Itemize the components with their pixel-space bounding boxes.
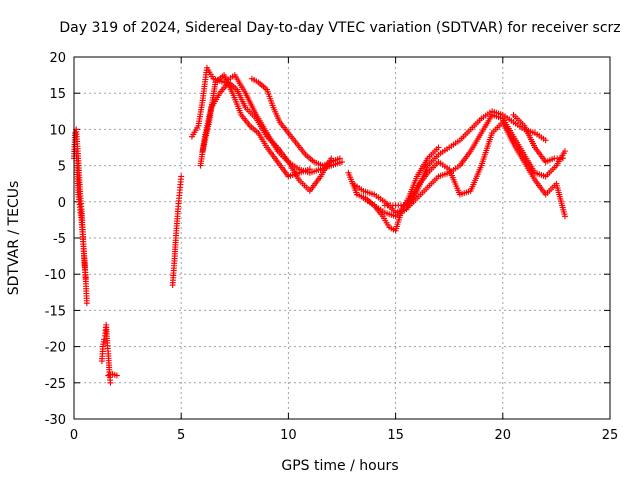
series-track-3 xyxy=(199,72,313,180)
x-tick-labels: 0 5 10 15 20 25 xyxy=(70,428,618,443)
data-points xyxy=(71,64,568,386)
series-track-6 xyxy=(349,108,549,216)
series-track-7 xyxy=(360,111,568,220)
y-tick-label: -10 xyxy=(45,268,66,283)
y-tick-label: 15 xyxy=(49,87,66,102)
x-tick-label: 10 xyxy=(280,428,297,443)
y-tick-label: -25 xyxy=(45,377,66,392)
y-tick-label: 5 xyxy=(58,160,66,175)
plot-frame xyxy=(73,56,611,420)
data-point xyxy=(561,213,568,220)
x-tick-label: 20 xyxy=(495,428,512,443)
series-early-track-d xyxy=(105,371,120,379)
y-tick-label: 10 xyxy=(49,123,66,138)
series-early-track-b xyxy=(73,148,89,281)
data-point xyxy=(82,274,89,281)
data-point xyxy=(178,173,185,180)
y-axis-label: SDTVAR / TECUs xyxy=(6,181,22,296)
x-tick-label: 5 xyxy=(177,428,185,443)
series-early-track-c xyxy=(98,321,114,386)
data-point xyxy=(336,155,343,162)
series-track-4 xyxy=(248,75,343,169)
data-point xyxy=(113,372,120,379)
x-tick-label: 15 xyxy=(387,428,404,443)
grid-lines xyxy=(74,57,610,419)
data-point xyxy=(435,144,442,151)
chart-title: Day 319 of 2024, Sidereal Day-to-day VTE… xyxy=(59,20,620,36)
series-rise-track xyxy=(169,173,185,289)
y-tick-label: 20 xyxy=(49,51,66,66)
data-point xyxy=(83,300,90,307)
y-tick-labels: -30 -25 -20 -15 -10 -5 0 5 10 15 20 xyxy=(45,51,66,428)
y-tick-label: 0 xyxy=(58,196,66,211)
x-tick-label: 25 xyxy=(602,428,619,443)
data-point xyxy=(306,166,313,173)
data-point xyxy=(72,130,79,137)
y-tick-label: -30 xyxy=(45,413,66,428)
series-track-9 xyxy=(510,111,566,165)
data-point xyxy=(542,137,549,144)
series-track-2 xyxy=(197,79,335,194)
series-track-8 xyxy=(381,119,568,220)
data-point xyxy=(339,158,345,165)
y-tick-label: -15 xyxy=(45,304,66,319)
data-point xyxy=(559,155,566,162)
y-tick-label: -20 xyxy=(45,341,66,356)
data-point xyxy=(101,336,108,343)
data-point xyxy=(561,148,568,155)
x-tick-label: 0 xyxy=(70,428,78,443)
data-point xyxy=(107,379,114,386)
y-tick-label: -5 xyxy=(53,232,66,247)
x-axis-label: GPS time / hours xyxy=(281,458,398,474)
